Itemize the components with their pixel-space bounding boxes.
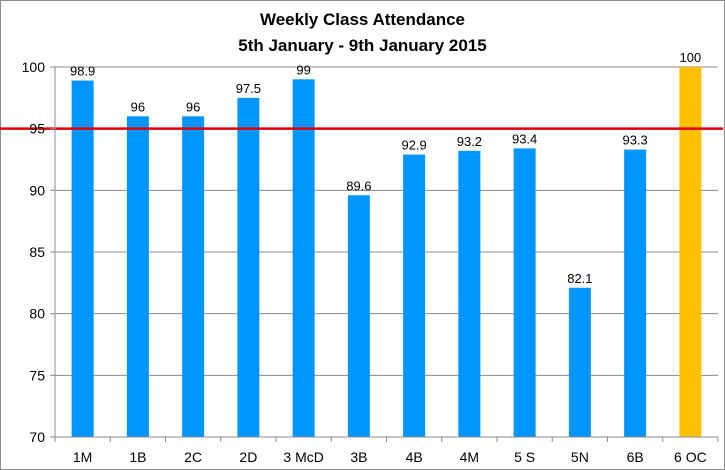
- x-tick-label: 4M: [460, 449, 479, 465]
- bar-5N: [568, 287, 591, 437]
- bar-6B: [624, 149, 647, 437]
- data-label: 97.5: [236, 81, 261, 96]
- data-label: 96: [131, 99, 145, 114]
- x-tick-label: 5 S: [514, 449, 535, 465]
- chart-subtitle: 5th January - 9th January 2015: [238, 36, 487, 55]
- bar-3-McD: [292, 79, 315, 437]
- x-tick-label: 2C: [184, 449, 202, 465]
- x-tick-label: 1B: [129, 449, 146, 465]
- y-tick-label: 70: [29, 429, 45, 445]
- x-tick-label: 2D: [239, 449, 257, 465]
- data-label: 93.3: [622, 133, 647, 148]
- bar-5-S: [513, 148, 536, 437]
- bar-6-OC: [679, 67, 702, 437]
- chart-title: Weekly Class Attendance: [259, 10, 466, 29]
- data-label: 93.2: [457, 134, 482, 149]
- x-tick-label: 4B: [406, 449, 423, 465]
- data-labels: 98.9 96 96 97.5 99 89.6 92.9 93.2 93.4 82.1 93.3 10…: [70, 50, 701, 286]
- bar-2D: [237, 97, 260, 437]
- data-label: 100: [680, 50, 702, 65]
- y-tick-label: 90: [29, 182, 45, 198]
- y-tick-label: 75: [29, 367, 45, 383]
- x-tick-label: 3B: [350, 449, 367, 465]
- data-label: 89.6: [346, 178, 371, 193]
- data-label: 92.9: [401, 138, 426, 153]
- bar-1M: [71, 80, 94, 438]
- bars: [71, 67, 702, 438]
- data-label: 93.4: [512, 131, 537, 146]
- axes: 70 75 80 85 90 95 100 1M 1B 2C 2D 3 McD 3B 4B 4M 5 S 5N 6…: [22, 59, 719, 465]
- y-tick-label: 80: [29, 306, 45, 322]
- data-label: 99: [296, 62, 310, 77]
- x-tick-label: 1M: [73, 449, 92, 465]
- x-tick-label: 3 McD: [283, 449, 323, 465]
- data-label: 98.9: [70, 64, 95, 79]
- data-label: 96: [186, 99, 200, 114]
- bar-4B: [403, 154, 426, 438]
- y-tick-label: 85: [29, 244, 45, 260]
- y-tick-label: 95: [29, 121, 45, 137]
- x-tick-label: 6B: [627, 449, 644, 465]
- bar-4M: [458, 150, 481, 437]
- bar-2C: [182, 116, 205, 437]
- bar-1B: [126, 116, 149, 437]
- x-tick-label: 5N: [571, 449, 589, 465]
- x-tick-label: 6 OC: [674, 449, 707, 465]
- data-label: 82.1: [567, 271, 592, 286]
- gridlines: [55, 66, 718, 438]
- y-tick-label: 100: [22, 59, 46, 75]
- bar-3B: [347, 195, 370, 437]
